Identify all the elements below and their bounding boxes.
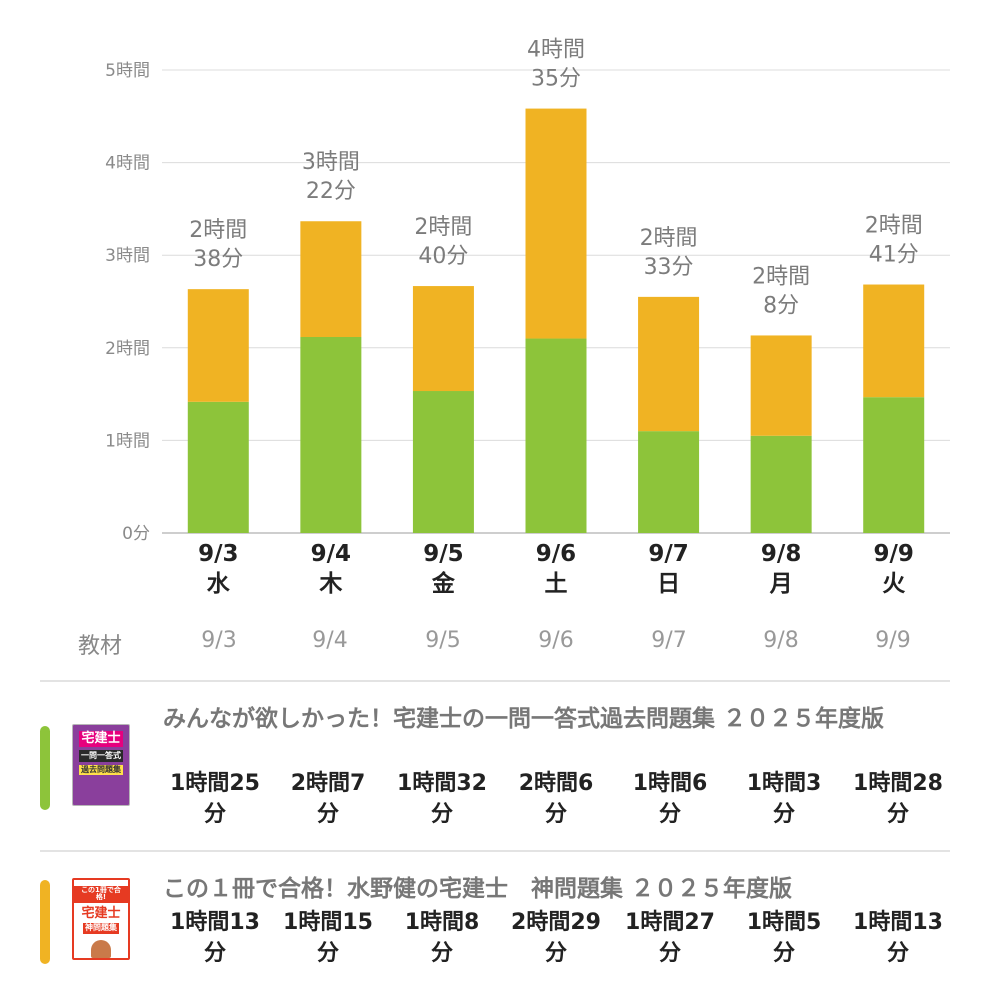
bar-segment-orange (750, 335, 812, 436)
cover-text: 神問題集 (83, 923, 119, 934)
bar-segment-orange (863, 284, 925, 398)
bar-segment-green (638, 431, 700, 533)
header-date: 9/9 (875, 628, 911, 653)
bar-segment-green (863, 397, 925, 533)
bar-segment-green (525, 338, 587, 533)
header-date: 9/3 (201, 628, 237, 653)
bar-total-label: 2時間 (752, 264, 810, 289)
author-photo (91, 939, 111, 958)
bar-total-label: 41分 (869, 243, 919, 268)
bar-segment-orange (412, 286, 474, 392)
bar-total-label: 8分 (763, 293, 799, 318)
x-tick-date: 9/3 (198, 541, 238, 567)
materials-label: 教材 (78, 634, 123, 659)
divider (40, 680, 950, 682)
header-date: 9/5 (425, 628, 461, 653)
material-time: 1時間3 分 (746, 771, 822, 827)
x-tick-weekday: 土 (545, 571, 568, 597)
bar-total-label: 40分 (418, 244, 468, 269)
y-tick-label: 0分 (122, 524, 150, 544)
y-tick-label: 3時間 (105, 246, 150, 266)
x-tick-date: 9/9 (874, 541, 914, 567)
header-date: 9/4 (312, 628, 348, 653)
material-time: 1時間5 分 (746, 910, 822, 966)
y-tick-label: 4時間 (105, 154, 150, 174)
material-time: 1時間27 分 (625, 910, 715, 966)
cover-text: 宅建士 (79, 731, 123, 747)
material-color-stripe (40, 880, 50, 964)
material-time: 1時間8 分 (404, 910, 480, 966)
x-tick-weekday: 金 (431, 570, 456, 597)
bars (187, 108, 925, 533)
cover-text: 過去問題集 (79, 765, 123, 776)
x-tick-date: 9/5 (423, 541, 463, 567)
bar-total-label: 22分 (306, 179, 356, 204)
x-tick-weekday: 月 (769, 571, 793, 597)
book-cover-image: この1冊で合格! 宅建士 神問題集 (72, 878, 130, 960)
cover-text: この1冊で合格! (74, 886, 128, 903)
x-tick-weekday: 日 (657, 571, 680, 597)
material-title: みんなが欲しかった！宅建士の一問一答式過去問題集 ２０２５年度版 (163, 706, 885, 732)
bar-segment-orange (187, 289, 249, 402)
bar-total-label: 2時間 (865, 214, 923, 239)
header-date: 9/7 (651, 628, 687, 653)
bar-segment-green (412, 391, 474, 533)
material-time: 1時間13 分 (170, 910, 260, 966)
material-time: 2時間7 分 (290, 771, 366, 827)
material-time: 2時間29 分 (511, 910, 601, 966)
x-tick-weekday: 火 (882, 571, 905, 597)
bar-total-label: 2時間 (414, 215, 472, 240)
materials-header: 教材 9/3 9/4 9/5 9/6 9/7 9/8 9/9 (0, 628, 991, 668)
y-tick-label: 2時間 (105, 339, 150, 359)
material-time: 1時間32 分 (397, 771, 487, 827)
bar-segment-green (750, 435, 812, 533)
bar-total-label: 2時間 (640, 226, 698, 251)
y-axis-ticks: 0分 1時間 2時間 3時間 4時間 5時間 (105, 61, 150, 544)
bar-segment-green (187, 401, 249, 533)
x-tick-date: 9/7 (648, 541, 688, 567)
bar-total-label: 38分 (193, 247, 243, 272)
material-time: 1時間6 分 (632, 771, 708, 827)
bar-segment-green (300, 336, 362, 533)
x-tick-date: 9/4 (311, 541, 351, 567)
cover-text: 宅建士 (81, 905, 121, 921)
divider (40, 850, 950, 852)
y-tick-label: 1時間 (105, 431, 150, 451)
bar-total-labels: 2時間 38分 3時間 22分 2時間 40分 4時間 35分 2時間 33分 2時間 8分 2時間 41… (189, 38, 922, 319)
material-row[interactable]: 宅建士 一問一答式 過去問題集 みんなが欲しかった！宅建士の一問一答式過去問題集… (0, 698, 991, 828)
x-tick-weekday: 水 (207, 571, 231, 597)
bar-segment-orange (300, 221, 362, 337)
material-title: この１冊で合格！水野健の宅建士 神問題集 ２０２５年度版 (163, 876, 793, 902)
study-time-chart: 0分 1時間 2時間 3時間 4時間 5時間 2時間 38分 3時間 22分 2時間 40分 4時間 3… (105, 38, 950, 597)
bar-segment-orange (525, 108, 587, 339)
material-row[interactable]: この1冊で合格! 宅建士 神問題集 この１冊で合格！水野健の宅建士 神問題集 ２… (0, 860, 991, 990)
bar-total-label: 2時間 (189, 218, 247, 243)
bar-total-label: 35分 (531, 67, 581, 92)
material-time: 1時間25 分 (170, 771, 260, 827)
material-time: 1時間15 分 (283, 910, 373, 966)
bar-total-label: 33分 (644, 255, 694, 280)
x-tick-date: 9/6 (536, 541, 576, 567)
material-time: 1時間13 分 (853, 910, 943, 966)
book-cover-image: 宅建士 一問一答式 過去問題集 (72, 724, 130, 806)
bar-total-label: 3時間 (302, 150, 360, 175)
x-axis-labels: 9/3 水 9/4 木 9/5 金 9/6 土 9/7 日 9/8 月 9/9 火 (198, 541, 914, 597)
x-tick-weekday: 木 (318, 571, 342, 597)
header-date: 9/6 (538, 628, 574, 653)
bar-segment-orange (638, 296, 700, 432)
material-time: 1時間28 分 (853, 771, 943, 827)
x-tick-date: 9/8 (761, 541, 801, 567)
y-tick-label: 5時間 (105, 61, 150, 81)
material-time: 2時間6 分 (518, 771, 594, 827)
cover-text: 一問一答式 (79, 749, 123, 763)
header-date: 9/8 (763, 628, 799, 653)
bar-total-label: 4時間 (527, 38, 585, 63)
material-color-stripe (40, 726, 50, 810)
